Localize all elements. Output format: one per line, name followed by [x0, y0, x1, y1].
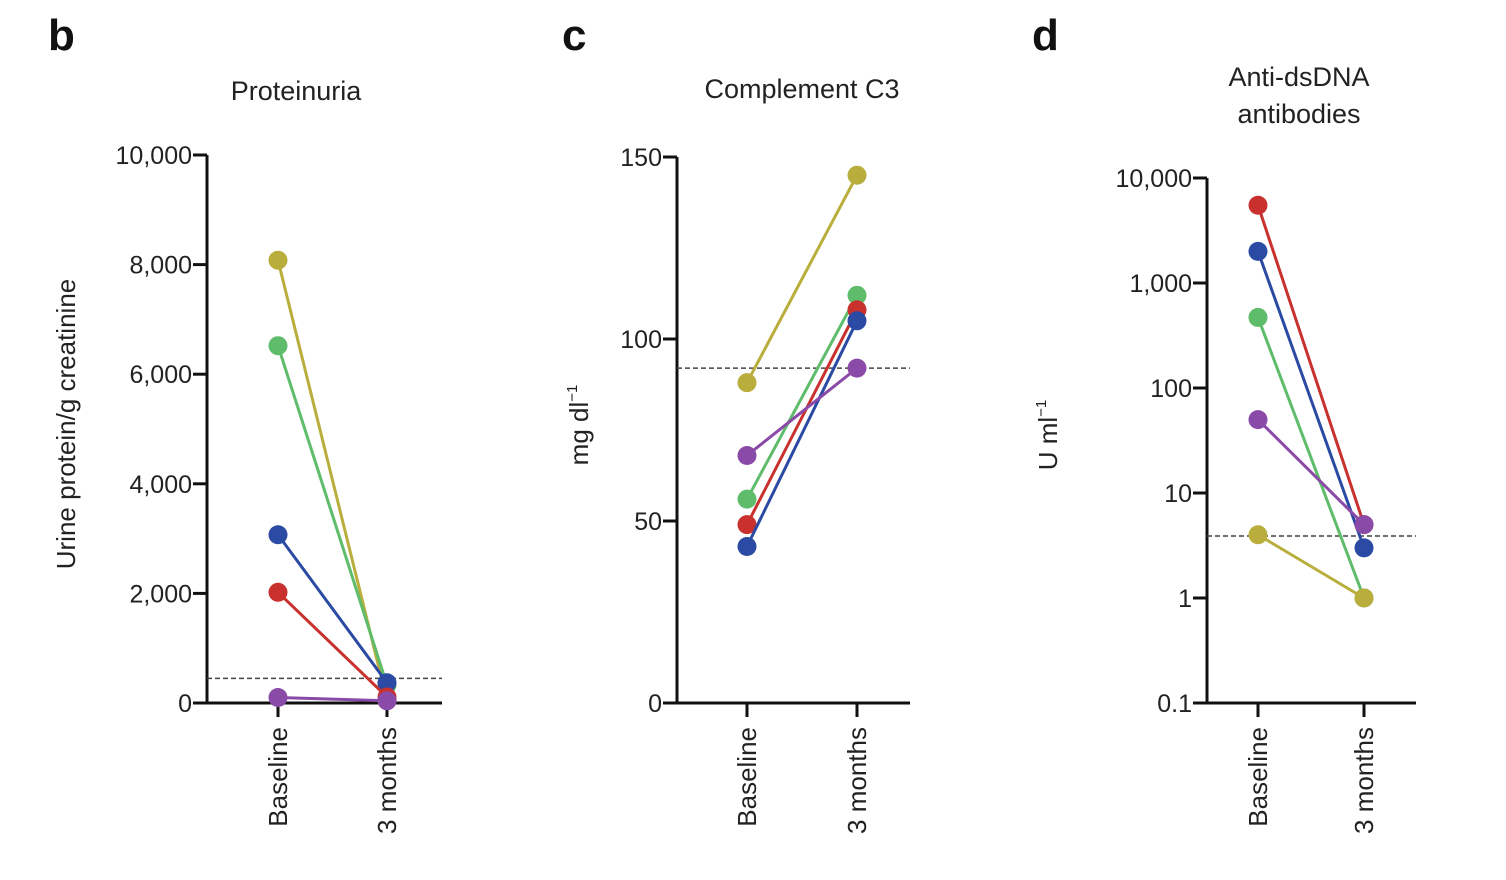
- panel-letter: c: [562, 11, 586, 60]
- panel-letter: b: [48, 11, 75, 60]
- data-point: [1248, 307, 1268, 327]
- series: [268, 688, 397, 711]
- series-line: [276, 345, 389, 686]
- x-category-label: 3 months: [842, 727, 872, 834]
- panel-title-line2: antibodies: [1237, 99, 1360, 129]
- data-point: [268, 525, 288, 545]
- data-point: [1248, 241, 1268, 261]
- series-line: [745, 174, 859, 384]
- series-line: [1256, 418, 1366, 526]
- panel-title: Proteinuria: [231, 76, 363, 106]
- data-point: [1354, 515, 1374, 535]
- data-point: [377, 673, 397, 693]
- panel-b: b Proteinuria Urine protein/g creatinine 0 2…: [48, 11, 442, 834]
- data-point: [847, 358, 867, 378]
- y-axis-label-text: U ml: [1033, 417, 1063, 470]
- series-line: [1256, 250, 1366, 549]
- panel-c: c Complement C3 mg dl−1 0 50 100 150 Baseline 3 …: [562, 11, 910, 834]
- x-category-label: 3 months: [1349, 727, 1379, 834]
- y-tick-label: 4,000: [129, 471, 192, 499]
- series-line: [1256, 204, 1366, 526]
- y-tick-label: 1: [1178, 585, 1192, 613]
- y-tick-label: 1,000: [1129, 270, 1192, 298]
- data-point: [268, 582, 288, 602]
- data-point: [268, 250, 288, 270]
- series-line: [745, 309, 859, 526]
- data-point: [847, 165, 867, 185]
- data-point: [737, 373, 757, 393]
- y-tick-label: 0: [648, 690, 662, 718]
- y-tick-label: 2,000: [129, 580, 192, 608]
- series: [737, 358, 867, 465]
- series-line: [746, 366, 858, 457]
- series-line: [745, 320, 859, 548]
- series: [268, 525, 397, 693]
- series-line: [276, 591, 389, 699]
- data-point: [847, 285, 867, 305]
- series-line: [1256, 316, 1366, 599]
- data-point: [268, 688, 288, 708]
- data-point: [1354, 588, 1374, 608]
- data-point: [1248, 410, 1268, 430]
- series-line: [277, 696, 388, 703]
- y-tick-label: 10,000: [116, 142, 192, 170]
- series-line: [745, 294, 859, 500]
- panel-letter: d: [1032, 11, 1059, 60]
- series: [1248, 241, 1374, 558]
- y-axis-label-superscript: −1: [564, 385, 581, 402]
- data-point: [737, 489, 757, 509]
- series: [268, 582, 397, 707]
- series: [737, 300, 867, 535]
- series: [1248, 307, 1374, 608]
- data-point: [1248, 195, 1268, 215]
- x-category-label: Baseline: [263, 727, 293, 827]
- series: [1248, 195, 1374, 535]
- data-point: [737, 515, 757, 535]
- y-tick-label: 0.1: [1157, 690, 1192, 718]
- y-tick-label: 0: [178, 690, 192, 718]
- y-axis-label: mg dl−1: [564, 385, 594, 466]
- series-line: [276, 533, 389, 684]
- panel-d: d Anti-dsDNA antibodies U ml−1 0.1 1 10 100 1,00…: [1032, 11, 1416, 834]
- series: [737, 285, 867, 509]
- series: [1248, 525, 1374, 608]
- y-tick-label: 50: [634, 508, 662, 536]
- data-point: [737, 536, 757, 556]
- series: [268, 250, 397, 710]
- y-tick-label: 100: [1150, 375, 1192, 403]
- panel-title: Anti-dsDNA: [1228, 62, 1369, 92]
- data-point: [1248, 525, 1268, 545]
- panel-title: Complement C3: [704, 74, 899, 104]
- data-point: [377, 691, 397, 711]
- y-axis-label-text: mg dl: [564, 402, 594, 466]
- y-axis-label-superscript: −1: [1033, 400, 1050, 417]
- y-axis-label: Urine protein/g creatinine: [51, 279, 81, 570]
- series-line: [1257, 533, 1365, 600]
- series: [737, 311, 867, 556]
- data-point: [847, 311, 867, 331]
- y-tick-label: 6,000: [129, 361, 192, 389]
- y-tick-label: 100: [620, 326, 662, 354]
- y-tick-label: 8,000: [129, 252, 192, 280]
- y-axis-label-text: Urine protein/g creatinine: [51, 279, 81, 570]
- x-category-label: Baseline: [1243, 727, 1273, 827]
- series: [737, 165, 867, 393]
- series: [1248, 410, 1374, 535]
- y-axis-label: U ml−1: [1033, 400, 1063, 471]
- x-category-label: 3 months: [372, 727, 402, 834]
- data-point: [737, 445, 757, 465]
- y-tick-label: 10: [1164, 480, 1192, 508]
- y-tick-label: 10,000: [1116, 165, 1192, 193]
- y-tick-label: 150: [620, 144, 662, 172]
- x-category-label: Baseline: [732, 727, 762, 827]
- data-point: [1354, 538, 1374, 558]
- data-point: [268, 336, 288, 356]
- series: [268, 336, 397, 695]
